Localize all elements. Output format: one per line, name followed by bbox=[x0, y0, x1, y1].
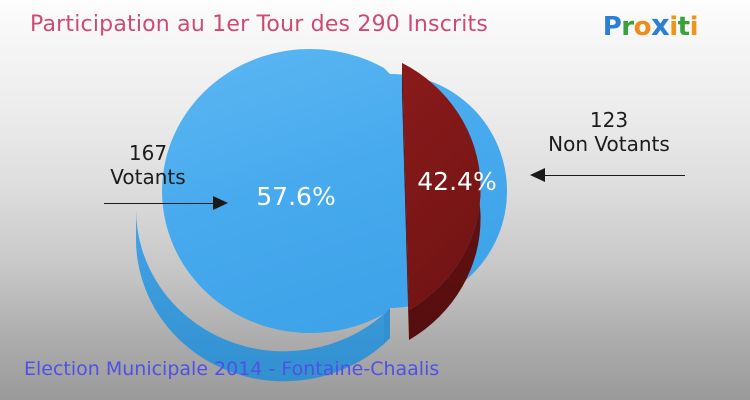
chart-caption: Election Municipale 2014 - Fontaine-Chaa… bbox=[24, 358, 440, 380]
callout-non-votants-label: Non Votants bbox=[548, 132, 670, 156]
callout-non-votants-count: 123 bbox=[589, 108, 629, 132]
slice-votants-inner-depth bbox=[384, 308, 390, 344]
callout-votants-arrow-icon bbox=[213, 196, 228, 210]
logo-letter-i1: i bbox=[669, 12, 678, 42]
callout-votants-rule bbox=[104, 203, 216, 204]
logo-letter-x: x bbox=[651, 8, 670, 42]
logo-letter-r: r bbox=[621, 12, 634, 42]
slice-non-votants-percent: 42.4% bbox=[417, 167, 496, 196]
proxiti-logo[interactable]: Proxiti bbox=[602, 8, 699, 42]
logo-letter-i2: i bbox=[689, 12, 699, 42]
callout-non-votants-rule bbox=[545, 175, 685, 176]
callout-non-votants: 123 Non Votants bbox=[534, 108, 684, 158]
slice-votants-depth bbox=[135, 209, 384, 382]
slice-non-votants-face bbox=[402, 63, 481, 310]
logo-letter-p: P bbox=[602, 12, 622, 42]
logo-letter-o: o bbox=[633, 12, 652, 42]
callout-votants-label: Votants bbox=[110, 165, 186, 189]
callout-votants-count: 167 bbox=[128, 141, 168, 165]
logo-letter-t: t bbox=[677, 12, 690, 42]
callout-non-votants-arrow-icon bbox=[530, 168, 545, 182]
slice-non-votants-inner-depth bbox=[402, 63, 409, 340]
slice-votants-percent: 57.6% bbox=[256, 182, 335, 211]
slice-non-votants[interactable]: 42.4% bbox=[402, 63, 497, 340]
page-title: Participation au 1er Tour des 290 Inscri… bbox=[30, 12, 489, 37]
callout-votants: 167 Votants bbox=[96, 141, 200, 191]
